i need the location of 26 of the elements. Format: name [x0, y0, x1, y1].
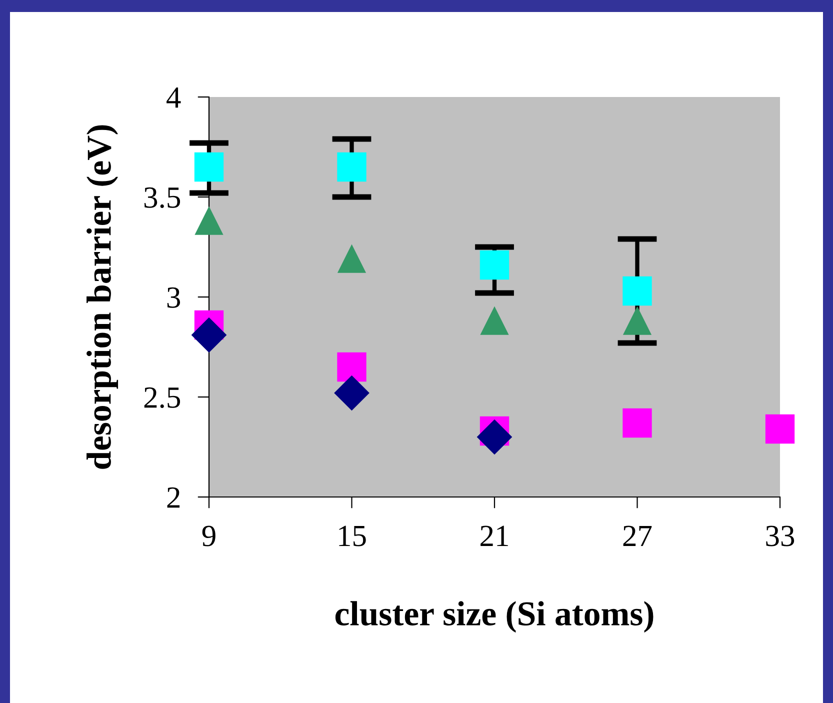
- point: [623, 307, 652, 335]
- x-tick-label: 15: [339, 526, 366, 546]
- point: [337, 152, 366, 182]
- point: [765, 414, 795, 444]
- x-tick-label: 27: [623, 526, 652, 546]
- y-axis-title: desorption barrier (eV): [86, 125, 118, 469]
- y-tick-label: 2: [167, 487, 180, 508]
- y-tick-label: 3: [167, 287, 180, 308]
- point: [477, 420, 512, 454]
- y-tick-label: 3.5: [144, 187, 180, 208]
- y-tick-label: 2.5: [144, 387, 180, 408]
- point: [480, 307, 508, 335]
- point: [622, 276, 652, 306]
- point: [192, 318, 226, 352]
- point: [480, 250, 510, 280]
- point: [195, 207, 223, 235]
- point: [194, 152, 224, 182]
- point: [334, 376, 370, 410]
- point: [622, 408, 652, 438]
- point: [337, 352, 366, 382]
- x-tick-label: 9: [202, 526, 216, 546]
- point: [338, 245, 366, 273]
- y-tick-label: 4: [166, 87, 181, 108]
- x-axis-title: cluster size (Si atoms): [335, 601, 654, 633]
- x-tick-label: 33: [766, 526, 794, 546]
- x-tick-label: 21: [480, 526, 508, 546]
